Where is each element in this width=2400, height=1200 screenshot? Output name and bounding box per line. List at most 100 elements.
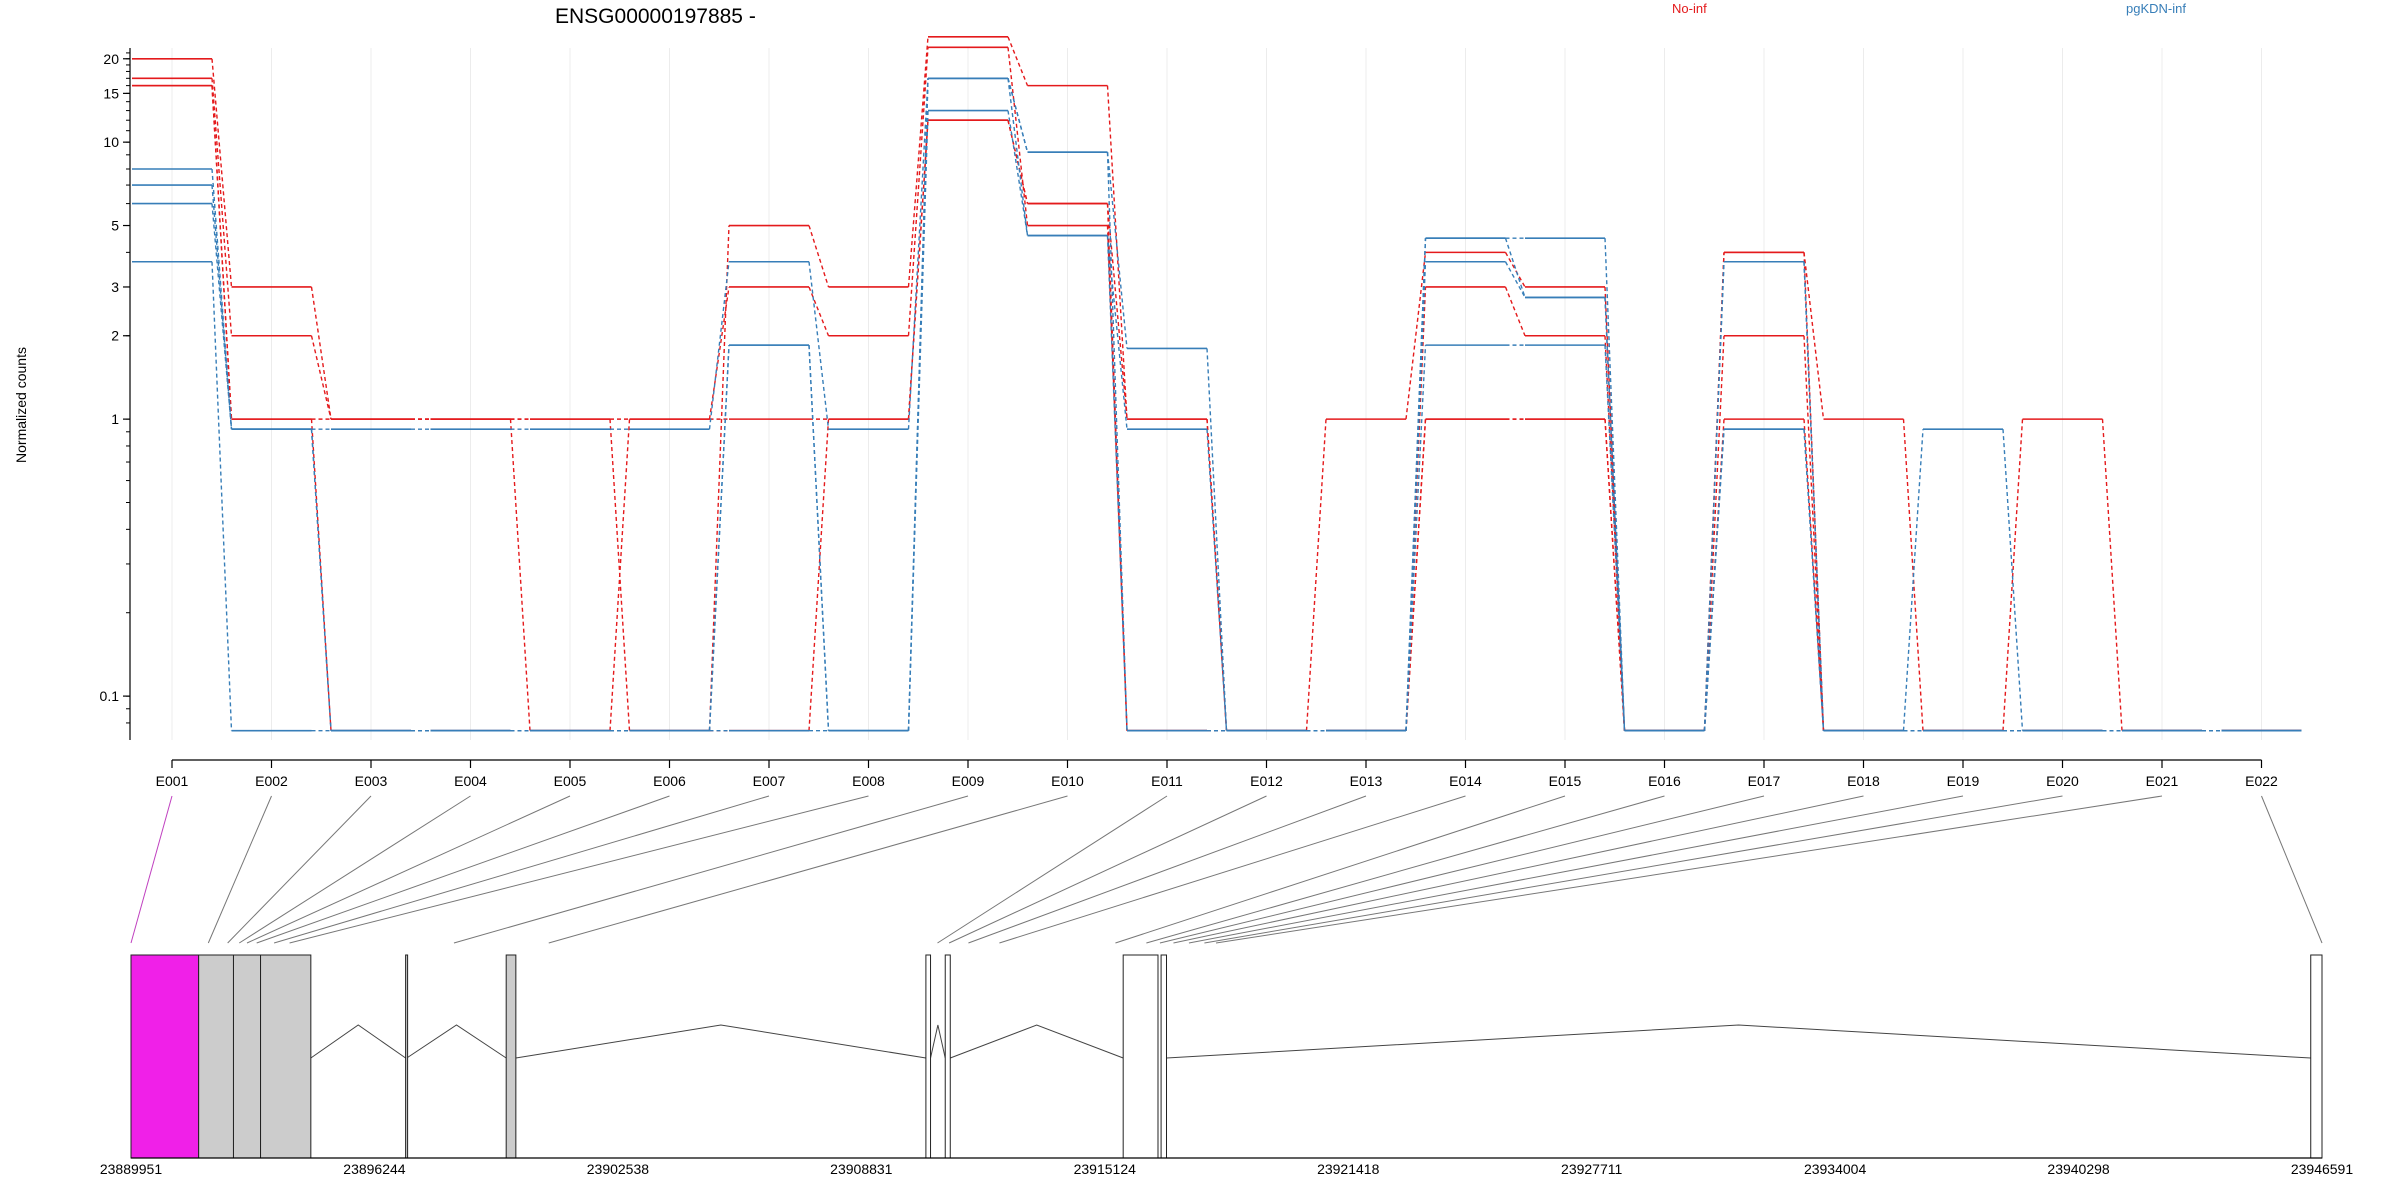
exon-transition-segment xyxy=(609,419,631,731)
exon-transition-segment xyxy=(1803,335,1825,731)
exon-connector-line xyxy=(548,795,1068,944)
exon-transition-segment xyxy=(1007,47,1029,226)
exon-transition-segment xyxy=(1604,238,1626,731)
x-tick-label: E012 xyxy=(1250,773,1283,789)
exon-transition-segment xyxy=(1803,261,1825,731)
exon-transition-segment xyxy=(1206,429,1228,731)
series-line xyxy=(132,77,2302,732)
x-tick-label: E009 xyxy=(952,773,985,789)
exon-transition-segment xyxy=(808,286,830,337)
exon-transition-segment xyxy=(310,429,332,731)
x-tick-label: E004 xyxy=(454,773,487,789)
exon-transition-segment xyxy=(1007,36,1029,86)
x-tick-label: E021 xyxy=(2146,773,2179,789)
series-line xyxy=(132,109,2302,732)
exon-connector-line xyxy=(1159,795,1765,944)
exon-connector-line xyxy=(1146,795,1665,944)
genome-tick-label: 23940298 xyxy=(2047,1161,2110,1177)
exon-block xyxy=(2310,954,2323,1159)
exon-transition-segment xyxy=(808,225,830,288)
exon-block xyxy=(198,954,234,1159)
series-lines xyxy=(132,36,2302,732)
y-axis: 0.1 1 2 3 5 10 15 20 xyxy=(100,48,131,740)
exon-connector-line xyxy=(289,795,869,944)
x-tick-label: E001 xyxy=(156,773,189,789)
exon-connector-line xyxy=(227,795,372,944)
exon-transition-segment xyxy=(907,78,929,731)
genome-tick-label: 23921418 xyxy=(1317,1161,1380,1177)
x-tick-label: E019 xyxy=(1947,773,1980,789)
exon-connector-line xyxy=(948,795,1267,944)
genome-tick-label: 23934004 xyxy=(1804,1161,1867,1177)
exon-transition-segment xyxy=(1504,286,1526,337)
exon-transition-segment xyxy=(708,286,730,420)
x-tick-label: E017 xyxy=(1748,773,1781,789)
exon-connector-line xyxy=(2261,795,2323,944)
x-tick-label: E008 xyxy=(852,773,885,789)
exon-transition-segment xyxy=(509,419,531,731)
x-axis: E001 E002 E003 E004 E005 E006 E007 E008 E009 E010… xyxy=(156,759,2278,789)
exon-transition-segment xyxy=(1007,110,1029,236)
x-tick-label: E011 xyxy=(1151,773,1183,789)
exon-connector-line xyxy=(1215,795,2163,944)
exon-connector-line xyxy=(968,795,1367,944)
intron-line xyxy=(515,1024,926,1059)
x-tick-label: E013 xyxy=(1350,773,1383,789)
exon-transition-segment xyxy=(1106,152,1128,731)
exon-transition-segment xyxy=(808,345,830,731)
exon-connector-line xyxy=(273,795,770,944)
exon-transition-segment xyxy=(1106,235,1128,731)
exon-transition-segment xyxy=(211,58,233,288)
genome-tick-label: 23946591 xyxy=(2291,1161,2354,1177)
chart-title: ENSG00000197885 - xyxy=(555,5,756,28)
exon-transition-segment xyxy=(1604,419,1626,731)
exon-transition-segment xyxy=(1504,237,1526,298)
exon-connector-line xyxy=(453,795,969,944)
x-tick-label: E002 xyxy=(255,773,288,789)
legend-pgkdn-inf: pgKDN-inf xyxy=(2126,1,2186,16)
y-tick-label: 2 xyxy=(111,328,119,344)
x-tick-label: E014 xyxy=(1449,773,1482,789)
grid-lines xyxy=(171,48,2262,740)
exon-transition-segment xyxy=(1604,297,1626,731)
exon-block xyxy=(1160,954,1168,1159)
series-line xyxy=(132,84,2302,732)
series-line xyxy=(132,77,2302,732)
exon-transition-segment xyxy=(211,203,233,430)
x-tick-label: E003 xyxy=(355,773,388,789)
exon-connector-line xyxy=(1173,795,1864,944)
exon-connector-line xyxy=(999,795,1466,944)
exon-transition-segment xyxy=(907,47,929,336)
y-axis-label: Normalized counts xyxy=(13,347,29,463)
x-tick-label: E018 xyxy=(1847,773,1880,789)
exon-transition-segment xyxy=(310,286,332,420)
exon-transition-segment xyxy=(1106,235,1128,430)
exon-transition-segment xyxy=(211,85,233,420)
series-line xyxy=(132,77,2302,732)
exon-transition-segment xyxy=(310,335,332,420)
y-tick-label: 3 xyxy=(111,279,119,295)
x-tick-label: E015 xyxy=(1549,773,1582,789)
x-tick-label: E007 xyxy=(753,773,786,789)
exon-transition-segment xyxy=(708,261,730,430)
exon-transition-segment xyxy=(2002,419,2024,731)
exon-transition-segment xyxy=(1106,152,1128,349)
y-tick-label: 20 xyxy=(103,51,119,67)
exon-block xyxy=(944,954,951,1159)
exon-connector-line xyxy=(130,795,173,944)
x-tick-label: E006 xyxy=(653,773,686,789)
exon-transition-segment xyxy=(1206,348,1228,731)
genome-tick-label: 23908831 xyxy=(830,1161,893,1177)
y-tick-label: 1 xyxy=(111,411,119,427)
intron-line xyxy=(1166,1024,2311,1059)
gene-model xyxy=(130,954,2323,1159)
highlighted-exon-block xyxy=(130,954,200,1159)
y-tick-label: 5 xyxy=(111,218,119,234)
exon-transition-segment xyxy=(1405,419,1427,731)
intron-line xyxy=(310,1024,406,1059)
x-tick-label: E022 xyxy=(2245,773,2278,789)
genome-tick-label: 23927711 xyxy=(1561,1161,1622,1177)
exon-connector-line xyxy=(239,795,471,944)
intron-line xyxy=(950,1024,1124,1059)
